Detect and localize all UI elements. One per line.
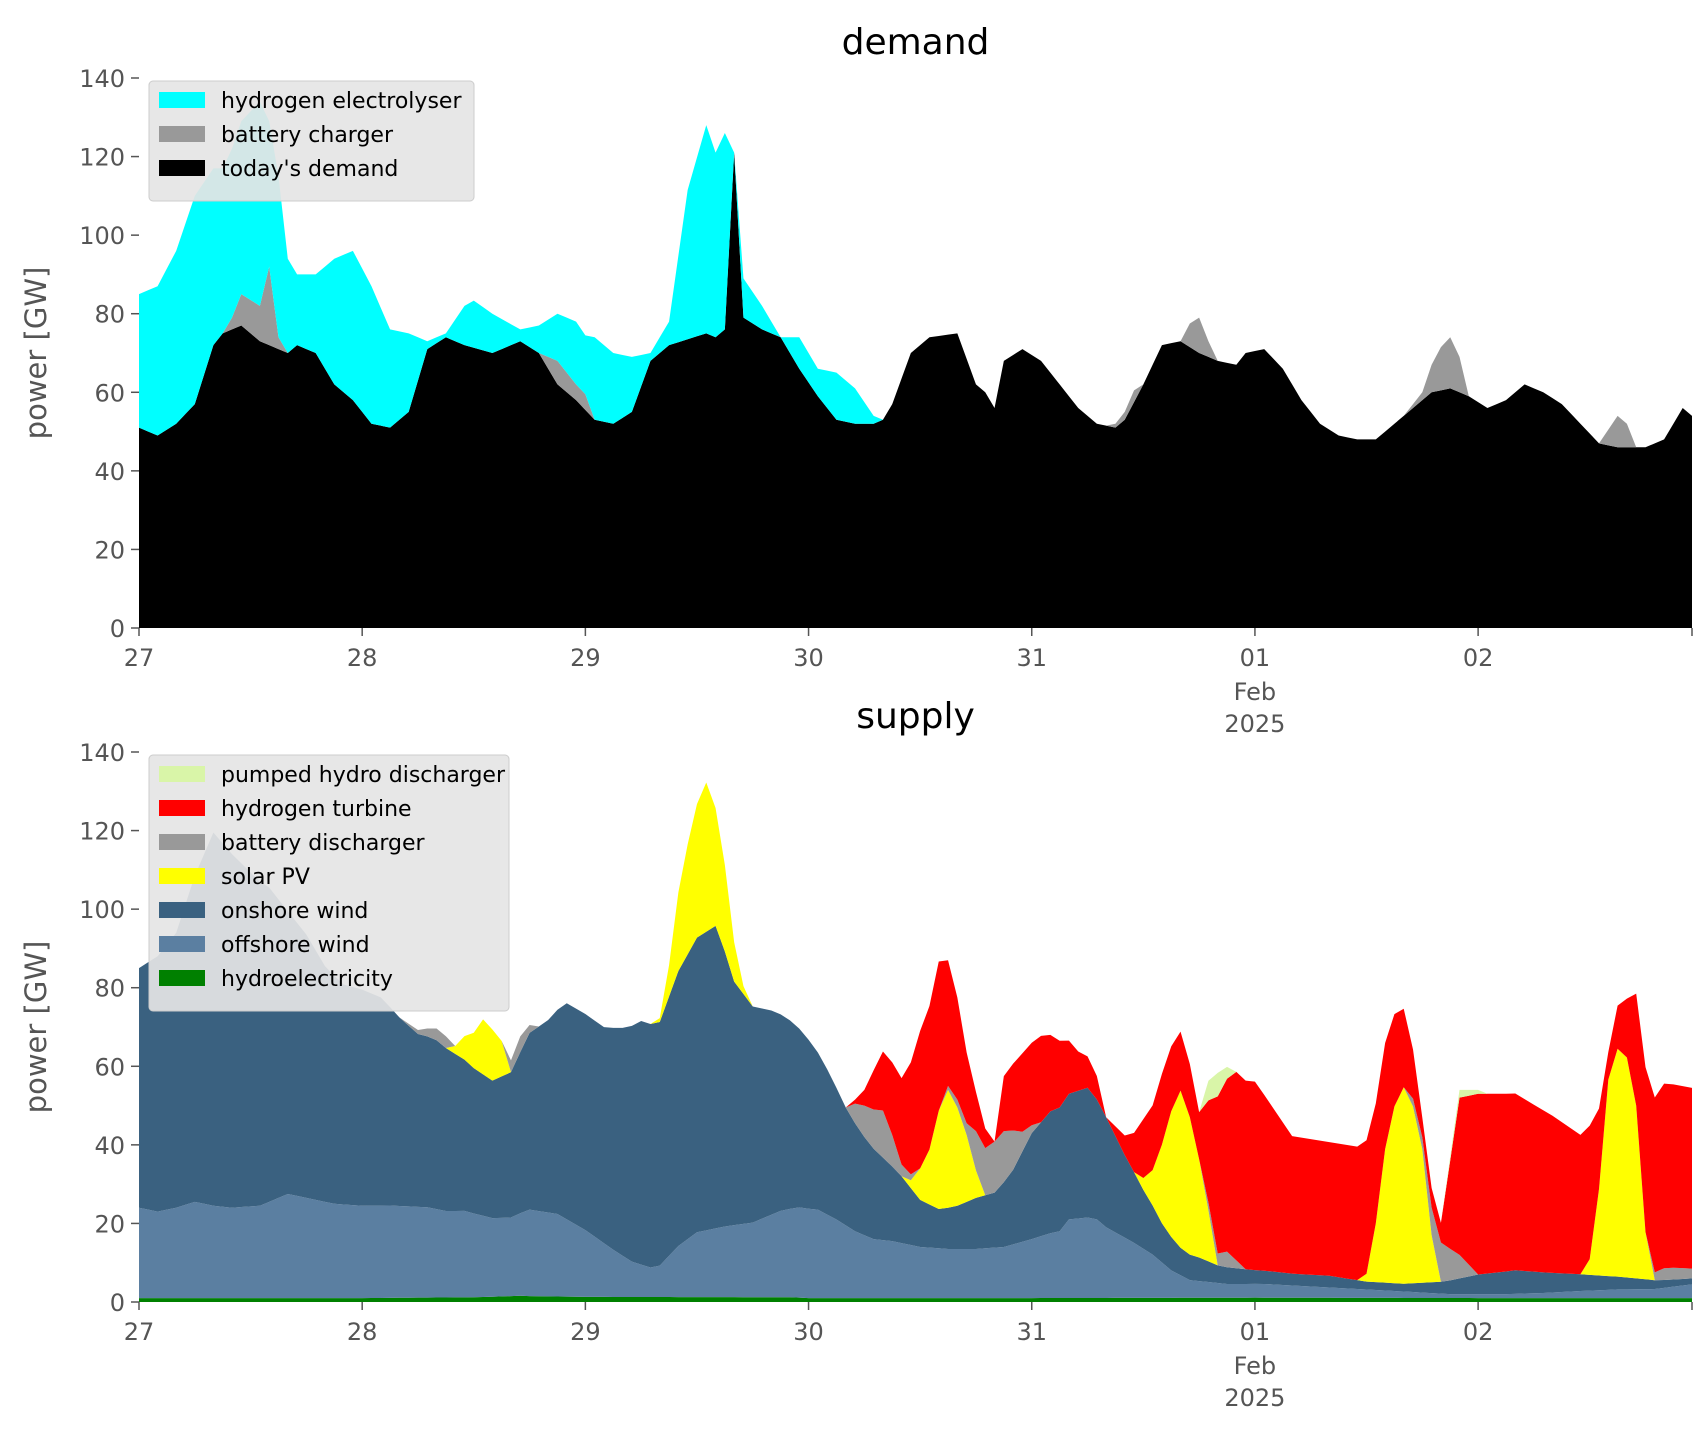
y-tick-label: 0 [110, 615, 125, 643]
legend-box [148, 80, 475, 202]
x-tick-label: 28 [347, 1318, 378, 1346]
y-axis: 0 20 40 60 80 100 120 140 power [GW] [19, 739, 139, 1317]
legend-swatch [159, 766, 205, 782]
legend-label: onshore wind [221, 899, 368, 924]
legend-box [148, 754, 510, 1012]
area-hydrogen-turbine [139, 782, 1692, 1281]
legend-item-battery-discharger: battery discharger [159, 831, 426, 856]
legend-label: hydrogen electrolyser [221, 89, 462, 114]
x-axis: 27 28 29 30 31 01 Feb 2025 02 [124, 628, 1693, 738]
legend-item-offshore-wind: offshore wind [159, 933, 370, 958]
legend-swatch [159, 126, 205, 142]
x-tick-label: 30 [793, 644, 824, 672]
legend-swatch [159, 92, 205, 108]
x-tick-label: 27 [124, 644, 155, 672]
y-tick-label: 20 [94, 536, 125, 564]
x-tick-label: 27 [124, 1318, 155, 1346]
y-tick-label: 40 [94, 1132, 125, 1160]
x-tick-month: Feb [1234, 1352, 1277, 1380]
legend-label: offshore wind [221, 933, 370, 958]
legend-label: hydrogen turbine [221, 797, 412, 822]
legend-swatch [159, 160, 205, 176]
chart-title: demand [842, 22, 990, 63]
area-onshore-wind [139, 832, 1692, 1295]
legend-item-hydrogen-turbine: hydrogen turbine [159, 797, 412, 822]
x-tick-year: 2025 [1224, 1384, 1285, 1412]
legend-swatch [159, 970, 205, 986]
areas [139, 101, 1692, 628]
y-axis-label: power [GW] [19, 941, 53, 1114]
y-tick-label: 60 [94, 1053, 125, 1081]
legend-item-hydroelectricity: hydroelectricity [159, 967, 393, 992]
legend-label: solar PV [221, 865, 310, 890]
legend-item-hydrogen-electrolyser: hydrogen electrolyser [159, 89, 462, 114]
legend: hydrogen electrolyser battery charger toda… [148, 80, 475, 202]
x-tick-label: 29 [570, 1318, 601, 1346]
legend-label: battery charger [221, 123, 394, 148]
x-tick-label: 28 [347, 644, 378, 672]
legend-swatch [159, 902, 205, 918]
area-hydroelectricity [139, 1295, 1692, 1302]
y-tick-label: 100 [79, 222, 125, 250]
area-offshore-wind [139, 1193, 1692, 1299]
x-tick-label: 01 [1240, 644, 1271, 672]
x-tick-label: 29 [570, 644, 601, 672]
legend-label: pumped hydro discharger [221, 763, 506, 788]
legend: pumped hydro discharger hydrogen turbine b… [148, 754, 510, 1012]
legend-swatch [159, 834, 205, 850]
x-axis: 27 28 29 30 31 01 Feb 2025 02 [124, 1302, 1693, 1412]
x-tick-year: 2025 [1224, 710, 1285, 738]
y-tick-label: 60 [94, 379, 125, 407]
y-axis: 0 20 40 60 80 100 120 140 power [GW] [19, 65, 139, 643]
legend-swatch [159, 936, 205, 952]
legend-label: battery discharger [221, 831, 426, 856]
x-tick-label: 30 [793, 1318, 824, 1346]
y-tick-label: 40 [94, 458, 125, 486]
legend-label: today's demand [221, 157, 398, 182]
legend-item-solar-pv: solar PV [159, 865, 310, 890]
x-tick-label: 02 [1463, 644, 1494, 672]
y-tick-label: 140 [79, 65, 125, 93]
legend-item-battery-charger: battery charger [159, 123, 394, 148]
legend-swatch [159, 800, 205, 816]
legend-item-pumped-hydro-discharger: pumped hydro discharger [159, 763, 506, 788]
legend-item-today-s-demand: today's demand [159, 157, 398, 182]
y-tick-label: 20 [94, 1210, 125, 1238]
x-tick-label: 02 [1463, 1318, 1494, 1346]
y-tick-label: 80 [94, 975, 125, 1003]
y-tick-label: 0 [110, 1289, 125, 1317]
areas [139, 782, 1692, 1302]
area-solar-pv [139, 782, 1692, 1284]
y-tick-label: 140 [79, 739, 125, 767]
x-tick-label: 31 [1016, 1318, 1047, 1346]
area-today-s-demand [139, 152, 1692, 628]
chart-title: supply [856, 696, 975, 737]
y-tick-label: 100 [79, 896, 125, 924]
legend-item-onshore-wind: onshore wind [159, 899, 368, 924]
legend-label: hydroelectricity [221, 967, 393, 992]
y-tick-label: 120 [79, 144, 125, 172]
legend-swatch [159, 868, 205, 884]
y-tick-label: 80 [94, 301, 125, 329]
x-tick-label: 31 [1016, 644, 1047, 672]
y-tick-label: 120 [79, 818, 125, 846]
x-tick-month: Feb [1234, 678, 1277, 706]
x-tick-label: 01 [1240, 1318, 1271, 1346]
y-axis-label: power [GW] [19, 267, 53, 440]
